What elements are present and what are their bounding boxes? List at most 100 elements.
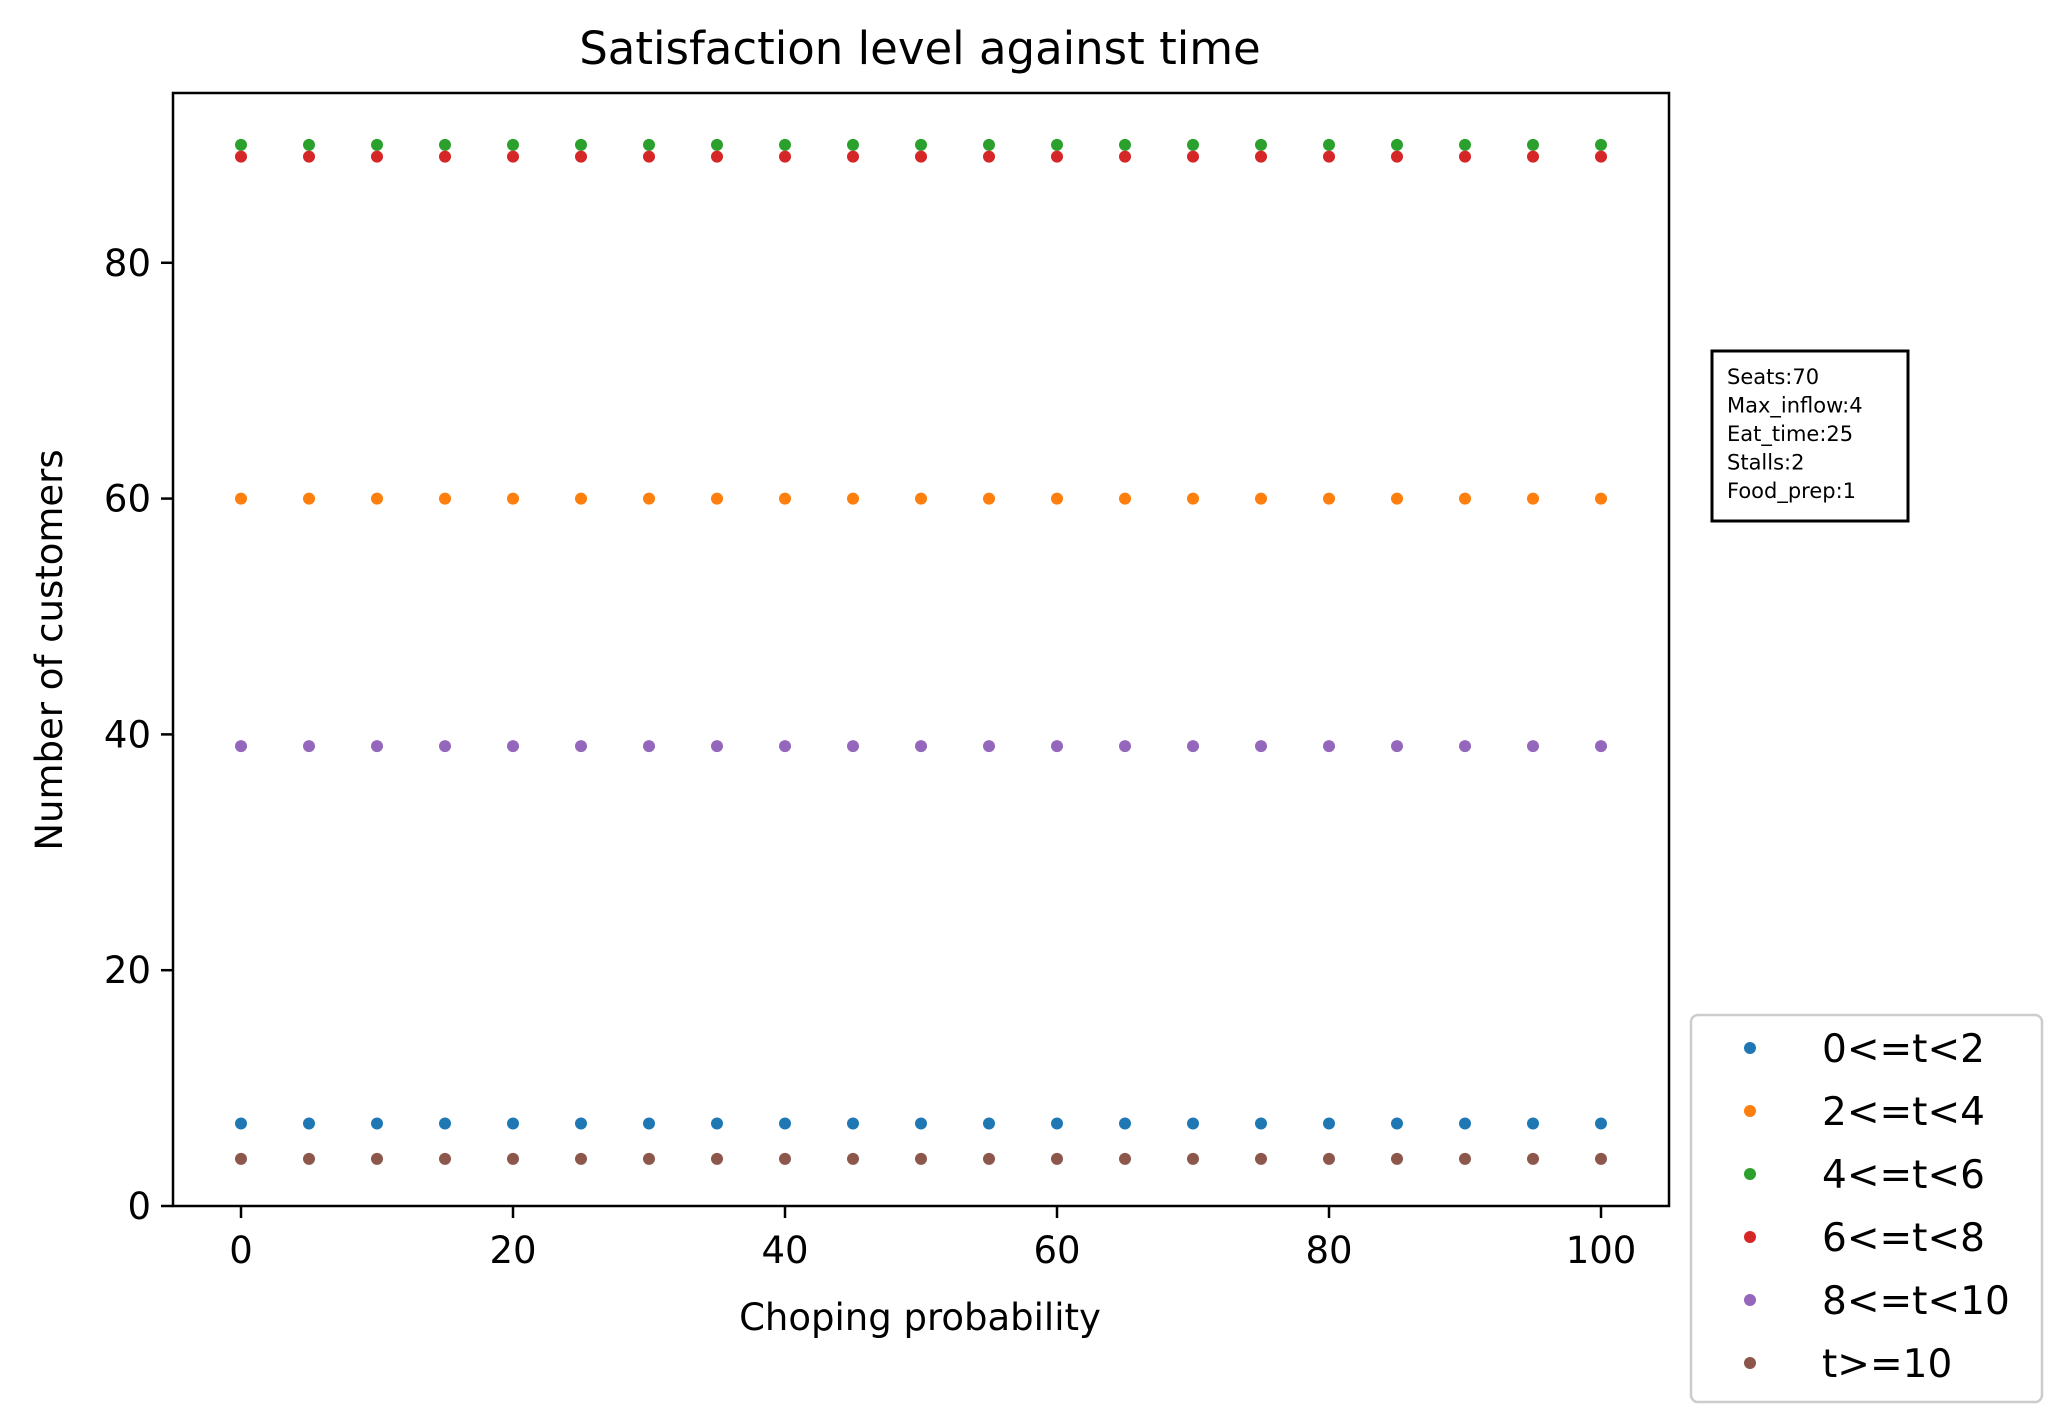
data-point <box>507 740 519 753</box>
data-point <box>371 1152 383 1165</box>
data-point <box>847 492 859 505</box>
data-point <box>1323 150 1335 163</box>
annotation-line: Food_prep:1 <box>1727 479 1856 504</box>
data-point <box>1391 1117 1403 1130</box>
data-point <box>1051 740 1063 753</box>
data-point <box>1187 138 1199 151</box>
x-tick-label: 40 <box>761 1229 808 1272</box>
data-point <box>779 138 791 151</box>
data-point <box>1527 150 1539 163</box>
data-point <box>643 492 655 505</box>
data-point <box>711 492 723 505</box>
x-tick-label: 20 <box>489 1229 536 1272</box>
data-point <box>1391 492 1403 505</box>
data-point <box>711 740 723 753</box>
data-point <box>915 150 927 163</box>
annotation-line: Eat_time:25 <box>1727 422 1853 447</box>
data-point <box>983 150 995 163</box>
legend-frame <box>1689 1013 2044 1404</box>
y-axis-ticks: 0 20 40 60 80 <box>104 242 173 1228</box>
data-point <box>643 1117 655 1130</box>
y-tick-label: 20 <box>104 949 151 992</box>
data-point <box>1323 1152 1335 1165</box>
data-point <box>1527 1117 1539 1130</box>
legend-marker <box>1744 1294 1756 1306</box>
legend-label: 6<=t<8 <box>1822 1216 1985 1261</box>
y-axis-label: Number of customers <box>28 449 71 850</box>
data-point <box>371 138 383 151</box>
legend-marker <box>1744 1168 1756 1180</box>
annotation-line: Max_inflow:4 <box>1727 394 1863 419</box>
data-point <box>711 138 723 151</box>
data-point <box>779 492 791 505</box>
data-point <box>643 1152 655 1165</box>
y-tick-label: 80 <box>104 242 151 285</box>
data-point <box>1119 150 1131 163</box>
data-point <box>1459 138 1471 151</box>
legend-label: 8<=t<10 <box>1822 1279 2010 1324</box>
data-point <box>847 138 859 151</box>
data-point <box>1051 150 1063 163</box>
legend-marker <box>1744 1357 1756 1369</box>
data-point <box>1391 740 1403 753</box>
data-point <box>1323 740 1335 753</box>
data-point <box>575 492 587 505</box>
legend-label: t>=10 <box>1822 1342 1952 1387</box>
data-point <box>1459 492 1471 505</box>
data-point <box>847 740 859 753</box>
data-point <box>1459 1152 1471 1165</box>
data-point <box>439 1117 451 1130</box>
data-point <box>1595 1117 1607 1130</box>
x-tick-label: 80 <box>1305 1229 1352 1272</box>
data-point <box>983 1117 995 1130</box>
data-point <box>575 150 587 163</box>
data-point <box>1459 150 1471 163</box>
legend-marker <box>1744 1231 1756 1243</box>
data-point <box>1187 1152 1199 1165</box>
data-point <box>235 1152 247 1165</box>
data-point <box>915 1152 927 1165</box>
data-point <box>1391 138 1403 151</box>
x-tick-label: 60 <box>1033 1229 1080 1272</box>
data-point <box>1119 740 1131 753</box>
data-point <box>371 150 383 163</box>
plot-area <box>171 91 1671 1208</box>
data-point <box>575 740 587 753</box>
data-point <box>235 1117 247 1130</box>
annotation-line: Stalls:2 <box>1727 451 1804 475</box>
x-tick-label: 100 <box>1566 1229 1637 1272</box>
data-point <box>371 492 383 505</box>
data-point <box>779 1117 791 1130</box>
data-point <box>983 1152 995 1165</box>
data-point <box>915 138 927 151</box>
data-point <box>1187 1117 1199 1130</box>
data-point <box>779 740 791 753</box>
x-tick-label: 0 <box>229 1229 253 1272</box>
data-point <box>235 138 247 151</box>
data-point <box>1187 492 1199 505</box>
x-axis-label: Choping probability <box>739 1296 1101 1339</box>
data-point <box>575 138 587 151</box>
data-point <box>915 1117 927 1130</box>
data-point <box>1527 1152 1539 1165</box>
data-point <box>983 492 995 505</box>
data-point <box>235 492 247 505</box>
data-point <box>235 150 247 163</box>
data-point <box>1255 150 1267 163</box>
data-point <box>439 492 451 505</box>
data-point <box>847 1152 859 1165</box>
data-point <box>915 740 927 753</box>
data-point <box>711 1117 723 1130</box>
annotation-lines: Seats:70 Max_inflow:4 Eat_time:25 Stalls:2 F… <box>1727 365 1863 504</box>
y-tick-label: 40 <box>104 713 151 756</box>
data-point <box>1595 740 1607 753</box>
legend-label: 4<=t<6 <box>1822 1153 1985 1198</box>
data-point <box>1255 740 1267 753</box>
data-point <box>1459 740 1471 753</box>
annotation-line: Seats:70 <box>1727 365 1819 389</box>
data-point <box>303 1152 315 1165</box>
data-point <box>1595 138 1607 151</box>
data-point <box>507 138 519 151</box>
data-point <box>983 740 995 753</box>
